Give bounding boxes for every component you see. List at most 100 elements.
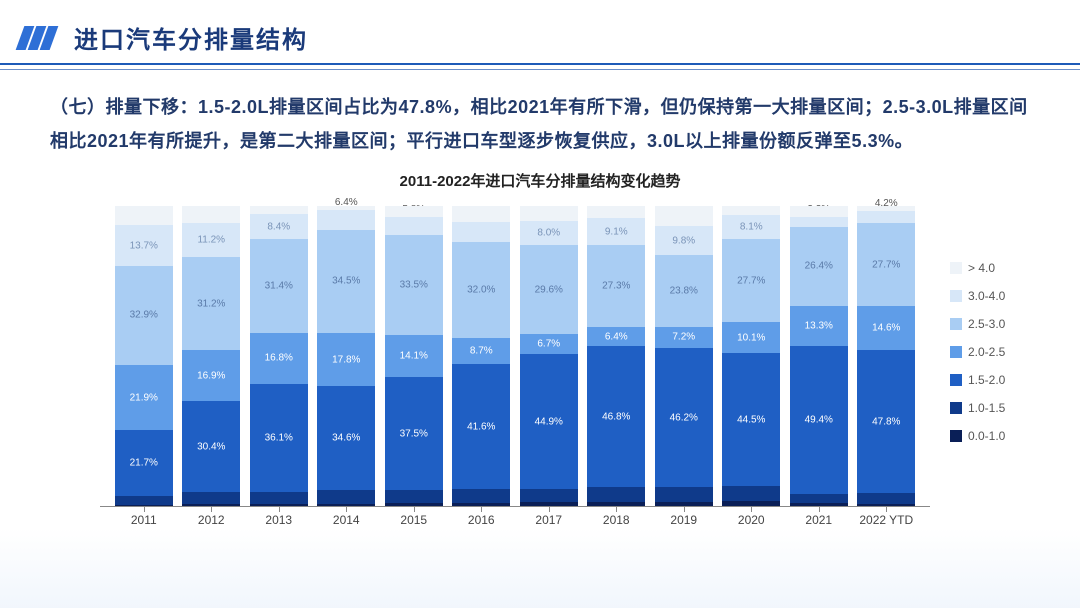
bar-segment: 31.4% (250, 239, 308, 333)
segment-label: 9.1% (605, 226, 628, 237)
bar-segment (857, 206, 915, 210)
bar-segment: 27.3% (587, 245, 645, 327)
xaxis-tick: 2020 (722, 513, 780, 527)
segment-label: 32.9% (130, 310, 158, 321)
bar-segment: 31.2% (182, 257, 240, 351)
bar-segment: 46.8% (587, 346, 645, 486)
segment-label: 6.4% (605, 331, 628, 342)
background-decoration (0, 528, 1080, 608)
segment-label: 36.1% (265, 432, 293, 443)
segment-label: 27.7% (872, 259, 900, 270)
bar-column: 41.6%8.7%32.0%6.7% (452, 197, 510, 506)
legend-label: 1.5-2.0 (968, 373, 1005, 387)
legend-item: 2.0-2.5 (950, 345, 1040, 359)
bar-segment (520, 502, 578, 506)
bar-segment (317, 206, 375, 210)
xaxis-tick: 2019 (655, 513, 713, 527)
bar-segment: 4.2% (857, 211, 915, 224)
bar-segment (655, 206, 713, 226)
bar-segment: 34.5% (317, 230, 375, 334)
bar-segment (655, 502, 713, 507)
segment-label: 37.5% (400, 428, 428, 439)
bar-segment: 44.9% (520, 354, 578, 489)
xaxis-tick: 2015 (385, 513, 443, 527)
bar-segment (317, 504, 375, 507)
segment-label: 11.2% (197, 235, 225, 246)
segment-label: 21.9% (130, 392, 158, 403)
bar-segment: 33.5% (385, 235, 443, 336)
legend-item: 1.5-2.0 (950, 373, 1040, 387)
xaxis-tick: 2014 (317, 513, 375, 527)
xaxis-tick: 2018 (587, 513, 645, 527)
bar-segment: 6.4% (317, 210, 375, 229)
legend-item: 3.0-4.0 (950, 289, 1040, 303)
legend-label: 1.0-1.5 (968, 401, 1005, 415)
body-paragraph: （七）排量下移：1.5-2.0L排量区间占比为47.8%，相比2021年有所下滑… (0, 90, 1080, 158)
legend-label: 2.0-2.5 (968, 345, 1005, 359)
bar-segment: 8.0% (520, 221, 578, 245)
segment-label: 8.1% (740, 222, 763, 233)
bar-segment: 37.5% (385, 377, 443, 490)
segment-label: 9.8% (672, 235, 695, 246)
bar-segment: 23.8% (655, 255, 713, 326)
chart-plot: 21.7% 21.9% 32.9% 13.7% 30.4% 16.9% 31.2% 11.2%… (100, 197, 930, 507)
bar-column: 37.5% 14.1% 33.5%5.8% (385, 197, 443, 506)
bar-segment (857, 504, 915, 506)
bar-column: 30.4% 16.9% 31.2% 11.2% (182, 197, 240, 506)
header: 进口汽车分排量结构 (0, 0, 1080, 65)
legend-swatch (950, 430, 962, 442)
bar-segment (790, 494, 848, 504)
legend-swatch (950, 346, 962, 358)
bar-segment: 8.7% (452, 338, 510, 364)
logo-slash-icon (20, 26, 54, 50)
legend-label: 0.0-1.0 (968, 429, 1005, 443)
segment-label: 31.2% (197, 298, 225, 309)
bar-segment: 6.4% (587, 327, 645, 346)
bar-segment: 13.7% (115, 225, 173, 266)
bar-segment (452, 206, 510, 222)
bar-column: 44.5%10.1%27.7%8.1% (722, 197, 780, 506)
bar-segment: 16.9% (182, 350, 240, 401)
bar-segment: 16.8% (250, 333, 308, 383)
bar-segment: 46.2% (655, 348, 713, 487)
bar-column: 34.6%17.8%34.5%6.4% (317, 197, 375, 506)
xaxis-tick: 2016 (452, 513, 510, 527)
segment-label: 30.4% (197, 441, 225, 452)
segment-label: 41.6% (467, 421, 495, 432)
bar-segment: 34.6% (317, 386, 375, 490)
xaxis-tick: 2022 YTD (857, 513, 915, 527)
bar-column: 36.1% 16.8%31.4% 8.4% (250, 197, 308, 506)
bar-segment: 17.8% (317, 333, 375, 386)
legend-swatch (950, 374, 962, 386)
bar-segment: 11.2% (182, 223, 240, 257)
segment-label: 29.6% (535, 284, 563, 295)
bar-column: 47.8%14.6%27.7%4.2% (857, 197, 915, 506)
bar-segment: 5.8% (385, 217, 443, 234)
bar-segment (790, 503, 848, 506)
bar-segment: 6.7% (520, 334, 578, 354)
bar-segment (655, 487, 713, 502)
bar-segment (385, 503, 443, 506)
segment-label: 7.2% (672, 332, 695, 343)
bar-segment (115, 505, 173, 507)
segment-label: 10.1% (737, 332, 765, 343)
bar-segment (182, 504, 240, 506)
bar-segment: 10.1% (722, 322, 780, 352)
bar-segment (115, 496, 173, 505)
bar-column: 21.7% 21.9% 32.9% 13.7% (115, 197, 173, 506)
bar-segment: 29.6% (520, 245, 578, 334)
bar-segment (115, 206, 173, 225)
segment-label: 8.7% (470, 346, 493, 357)
bar-segment: 32.0% (452, 242, 510, 338)
bar-segment (250, 206, 308, 214)
bar-segment (587, 487, 645, 502)
legend-item: 0.0-1.0 (950, 429, 1040, 443)
bar-column: 46.8% 6.4% 27.3% 9.1% (587, 197, 645, 506)
bar-segment (722, 206, 780, 215)
segment-label: 14.1% (400, 351, 428, 362)
segment-label: 16.9% (197, 370, 225, 381)
segment-label: 21.7% (130, 458, 158, 469)
segment-label: 8.4% (267, 221, 290, 232)
segment-label: 47.8% (872, 416, 900, 427)
bar-segment: 47.8% (857, 350, 915, 493)
